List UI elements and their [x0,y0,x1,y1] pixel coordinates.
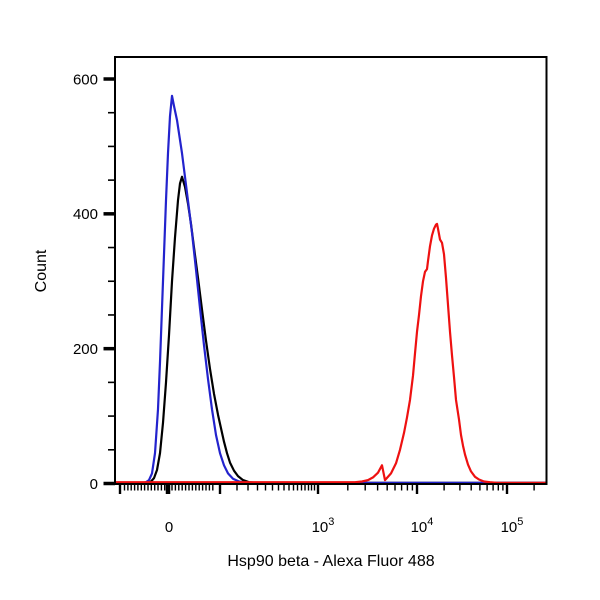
x-tick-label: 103 [312,516,335,536]
y-axis-title: Count [33,249,50,292]
x-tick-label: 0 [165,519,173,536]
y-tick-label: 400 [73,206,98,223]
axis-labels-layer: Count Hsp90 beta - Alexa Fluor 488 0 200 4… [33,71,523,570]
y-tick-label: 0 [90,476,98,493]
plot-border [114,56,548,485]
curve-red [113,222,548,484]
axis-ticks-layer [103,77,535,494]
x-tick-label: 105 [501,516,524,536]
y-tick-label: 200 [73,341,98,358]
x-tick-label: 104 [411,516,434,536]
histogram-curves-layer [113,94,548,484]
x-axis-title: Hsp90 beta - Alexa Fluor 488 [227,553,434,570]
y-tick-label: 600 [73,71,98,88]
curve-black [113,175,548,484]
curve-blue [113,94,548,484]
